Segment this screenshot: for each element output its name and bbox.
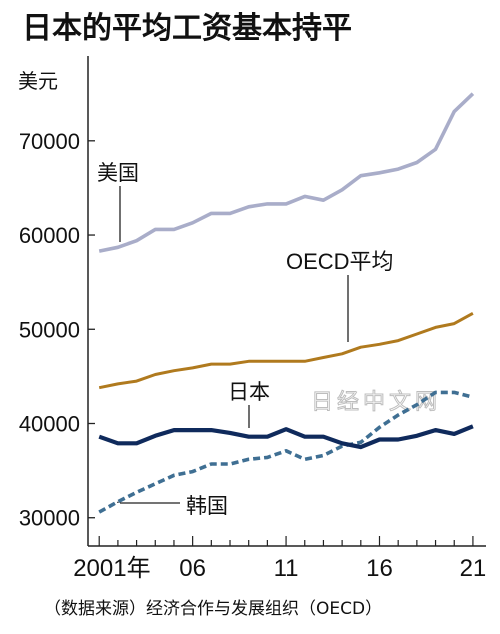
series-line bbox=[98, 311, 474, 390]
y-tick-label: 70000 bbox=[19, 129, 80, 154]
source-note: （数据来源）经济合作与发展组织（OECD） bbox=[44, 599, 382, 619]
x-tick-label: 16 bbox=[366, 555, 393, 582]
chart-title: 日本的平均工资基本持平 bbox=[22, 11, 352, 46]
series-label: OECD平均 bbox=[286, 249, 394, 274]
series-line bbox=[98, 424, 474, 450]
x-tick-label: 11 bbox=[274, 555, 299, 582]
series-label: 美国 bbox=[97, 161, 139, 185]
series-label: 日本 bbox=[228, 380, 270, 404]
series-lines bbox=[98, 92, 475, 514]
y-tick-label: 30000 bbox=[19, 506, 80, 531]
watermark: 日经中文网 bbox=[311, 390, 441, 416]
x-tick-label: 21 bbox=[460, 555, 487, 582]
y-tick-label: 50000 bbox=[19, 317, 80, 342]
axes: 30000 40000 50000 60000 70000 2001年 06 11 16 21 bbox=[19, 56, 486, 582]
x-tick-label: 2001年 bbox=[73, 555, 150, 582]
y-tick-label: 60000 bbox=[19, 223, 80, 248]
label-leaders bbox=[117, 186, 349, 504]
x-tick-label: 06 bbox=[179, 555, 206, 582]
series-line bbox=[98, 390, 474, 514]
y-tick-label: 40000 bbox=[19, 412, 80, 437]
watermark-text: 日经中文网 bbox=[311, 390, 441, 415]
y-axis-unit: 美元 bbox=[18, 69, 58, 93]
series-line bbox=[98, 92, 475, 253]
series-label: 韩国 bbox=[186, 494, 228, 518]
